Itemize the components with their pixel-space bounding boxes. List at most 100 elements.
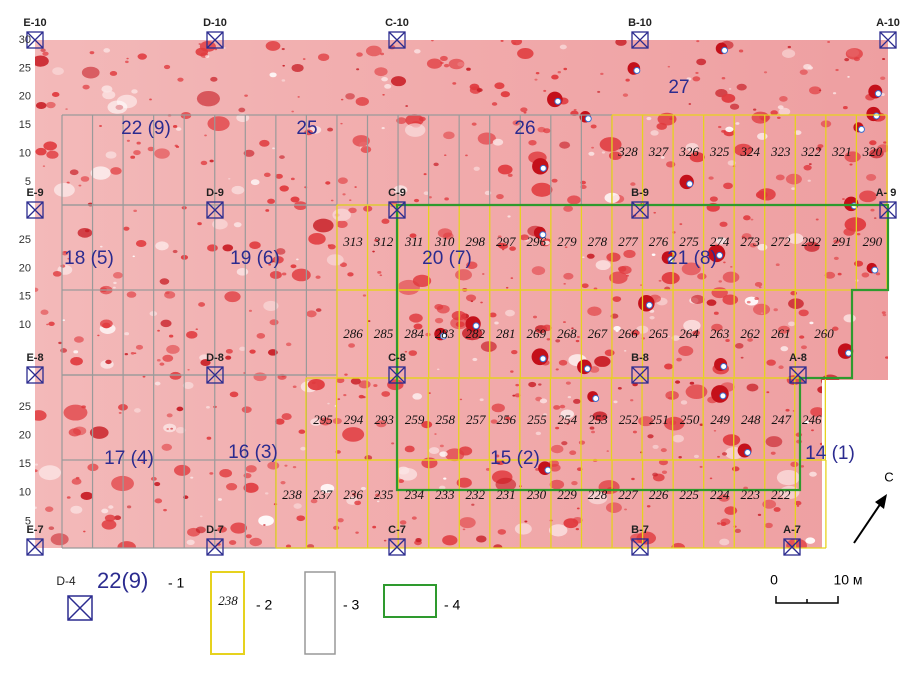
grid-point-cross (631, 366, 649, 384)
cell-label: 321 (831, 144, 852, 159)
anomaly (114, 515, 122, 521)
anomaly (754, 297, 759, 301)
anomaly (182, 381, 194, 390)
anomaly (578, 440, 586, 445)
north-label: C (884, 469, 893, 484)
anomaly (764, 522, 773, 529)
anomaly (117, 541, 136, 548)
anomaly (557, 71, 561, 74)
anomaly (593, 287, 598, 290)
anomaly (465, 294, 477, 302)
anomaly (657, 112, 677, 126)
anomaly (42, 165, 46, 167)
anomaly (649, 315, 655, 320)
anomaly (882, 313, 887, 317)
cell-label: 229 (557, 487, 577, 502)
anomaly (535, 71, 540, 75)
anomaly (123, 226, 130, 231)
anomaly (265, 209, 270, 212)
anomaly (820, 374, 840, 387)
anomaly (186, 331, 198, 339)
scale-bar: 0 10 м (770, 572, 863, 604)
anomaly (688, 103, 692, 105)
anomaly (843, 228, 855, 236)
anomaly (133, 352, 137, 355)
anomaly (293, 503, 302, 509)
anomaly (790, 290, 797, 296)
anomaly (337, 177, 348, 185)
area-label: 14 (1) (805, 443, 855, 464)
anomaly (174, 464, 191, 476)
anomaly (124, 332, 130, 336)
anomaly (563, 67, 568, 71)
anomaly (699, 423, 704, 426)
anomaly (384, 84, 392, 89)
anomaly (569, 450, 577, 456)
anomaly (646, 116, 652, 121)
anomaly (757, 132, 768, 140)
anomaly (651, 253, 656, 257)
anomaly (528, 381, 537, 388)
anomaly (161, 443, 173, 451)
legend-text: - 3 (343, 597, 360, 613)
anomaly (292, 385, 297, 389)
anomaly (170, 427, 174, 430)
anomaly (591, 146, 594, 149)
cell-label: 328 (617, 144, 638, 159)
anomaly (799, 69, 808, 75)
anomaly (398, 479, 405, 484)
dipole (711, 385, 729, 403)
anomaly (870, 208, 875, 212)
anomaly (652, 444, 659, 449)
anomaly (236, 113, 250, 123)
anomaly (609, 271, 628, 284)
anomaly (555, 368, 559, 371)
anomaly (431, 40, 434, 42)
anomaly (200, 359, 211, 366)
anomaly (652, 472, 658, 477)
anomaly (35, 410, 47, 421)
anomaly (836, 410, 846, 418)
cell-label: 277 (618, 234, 638, 249)
area-label: 26 (514, 118, 535, 139)
anomaly (298, 429, 306, 434)
anomaly (162, 354, 174, 362)
anomaly (228, 540, 237, 545)
grid-point-label: E-10 (23, 17, 46, 29)
anomaly (35, 287, 39, 292)
anomaly (319, 417, 332, 426)
anomaly (576, 335, 580, 338)
anomaly (716, 522, 721, 525)
grid-point (26, 538, 44, 556)
grid-point-label: A-7 (783, 524, 801, 536)
grid-point-cross (388, 538, 406, 556)
anomaly (306, 310, 317, 318)
anomaly (35, 55, 49, 67)
anomaly (426, 58, 443, 69)
cell-label: 268 (557, 326, 577, 341)
anomaly (496, 459, 505, 466)
anomaly (551, 74, 559, 80)
anomaly (60, 348, 68, 353)
anomaly (563, 205, 573, 212)
cell-label: 279 (557, 234, 577, 249)
anomaly (553, 405, 561, 410)
anomaly (327, 402, 330, 405)
anomaly (480, 341, 497, 352)
anomaly (45, 506, 54, 512)
anomaly (736, 83, 747, 91)
anomaly (861, 272, 870, 278)
legend-grid-icon (304, 571, 336, 655)
anomaly (686, 77, 692, 81)
cell-label: 224 (710, 487, 730, 502)
anomaly (290, 196, 300, 203)
anomaly (842, 198, 845, 200)
legend-text: - 1 (168, 575, 185, 591)
cell-label: 291 (832, 234, 852, 249)
anomaly (595, 260, 611, 271)
anomaly (512, 394, 516, 397)
anomaly (105, 359, 112, 365)
anomaly (174, 144, 178, 147)
anomaly (493, 544, 503, 548)
y-label: 20 (19, 91, 31, 103)
